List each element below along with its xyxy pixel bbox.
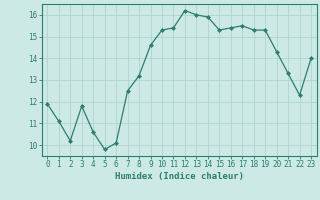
X-axis label: Humidex (Indice chaleur): Humidex (Indice chaleur) (115, 172, 244, 181)
